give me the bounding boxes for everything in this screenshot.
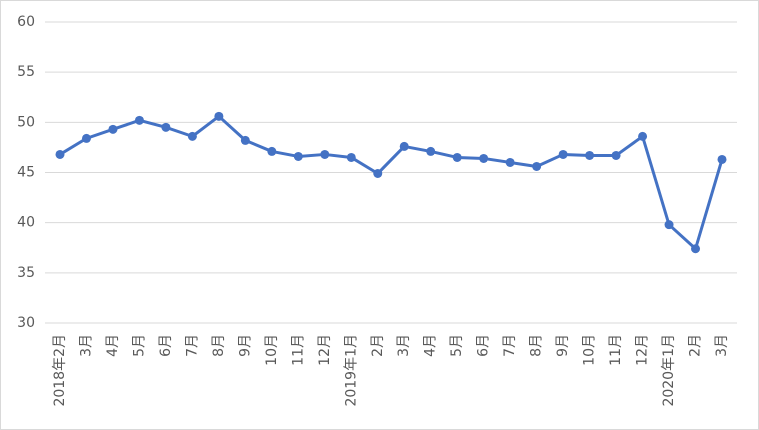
x-tick-label: 3月 (396, 334, 412, 357)
data-point (108, 124, 118, 134)
x-tick-label: 9月 (237, 334, 253, 357)
x-tick-label: 2020年1月 (661, 334, 677, 407)
data-point (426, 146, 436, 156)
data-point (346, 152, 356, 162)
x-tick-label: 6月 (476, 334, 492, 357)
data-point (638, 131, 648, 141)
x-tick-label: 7月 (184, 334, 200, 357)
x-tick-label: 12月 (635, 334, 651, 366)
data-point (558, 149, 568, 159)
x-tick-label: 12月 (317, 334, 333, 366)
x-tick-label: 10月 (582, 334, 598, 366)
data-point (373, 169, 383, 179)
data-point (161, 122, 171, 132)
data-point (505, 157, 515, 167)
x-tick-label: 2月 (688, 334, 704, 357)
data-point (320, 149, 330, 159)
data-point (717, 154, 727, 164)
data-point (691, 244, 701, 254)
data-point (479, 153, 489, 163)
data-point (267, 146, 277, 156)
x-tick-label: 5月 (131, 334, 147, 357)
data-point (399, 141, 409, 151)
data-point (240, 135, 250, 145)
x-tick-label: 7月 (502, 334, 518, 357)
data-point (187, 131, 197, 141)
y-tick-label: 50 (17, 114, 35, 130)
y-tick-label: 35 (17, 265, 35, 281)
x-tick-label: 6月 (158, 334, 174, 357)
data-point (134, 115, 144, 125)
data-point (452, 152, 462, 162)
data-point (664, 220, 674, 230)
x-tick-label: 10月 (264, 334, 280, 366)
y-tick-label: 60 (17, 14, 35, 30)
x-tick-label: 2019年1月 (343, 334, 359, 407)
x-tick-label: 8月 (529, 334, 545, 357)
x-tick-label: 5月 (449, 334, 465, 357)
x-tick-label: 11月 (608, 334, 624, 366)
y-tick-label: 40 (17, 215, 35, 231)
data-point (55, 149, 65, 159)
x-tick-label: 3月 (78, 334, 94, 357)
x-tick-label: 11月 (290, 334, 306, 366)
y-tick-label: 30 (17, 315, 35, 331)
x-tick-label: 2018年2月 (52, 334, 68, 407)
y-tick-label: 45 (17, 165, 35, 181)
data-point (81, 133, 91, 143)
x-tick-label: 8月 (211, 334, 227, 357)
data-point (532, 161, 542, 171)
data-point (214, 111, 224, 121)
data-point (293, 151, 303, 161)
x-tick-label: 2月 (370, 334, 386, 357)
data-point (611, 150, 621, 160)
x-tick-label: 9月 (555, 334, 571, 357)
data-point (585, 150, 595, 160)
x-tick-label: 3月 (714, 334, 730, 357)
x-tick-label: 4月 (105, 334, 121, 357)
x-tick-label: 4月 (423, 334, 439, 357)
y-tick-label: 55 (17, 64, 35, 80)
